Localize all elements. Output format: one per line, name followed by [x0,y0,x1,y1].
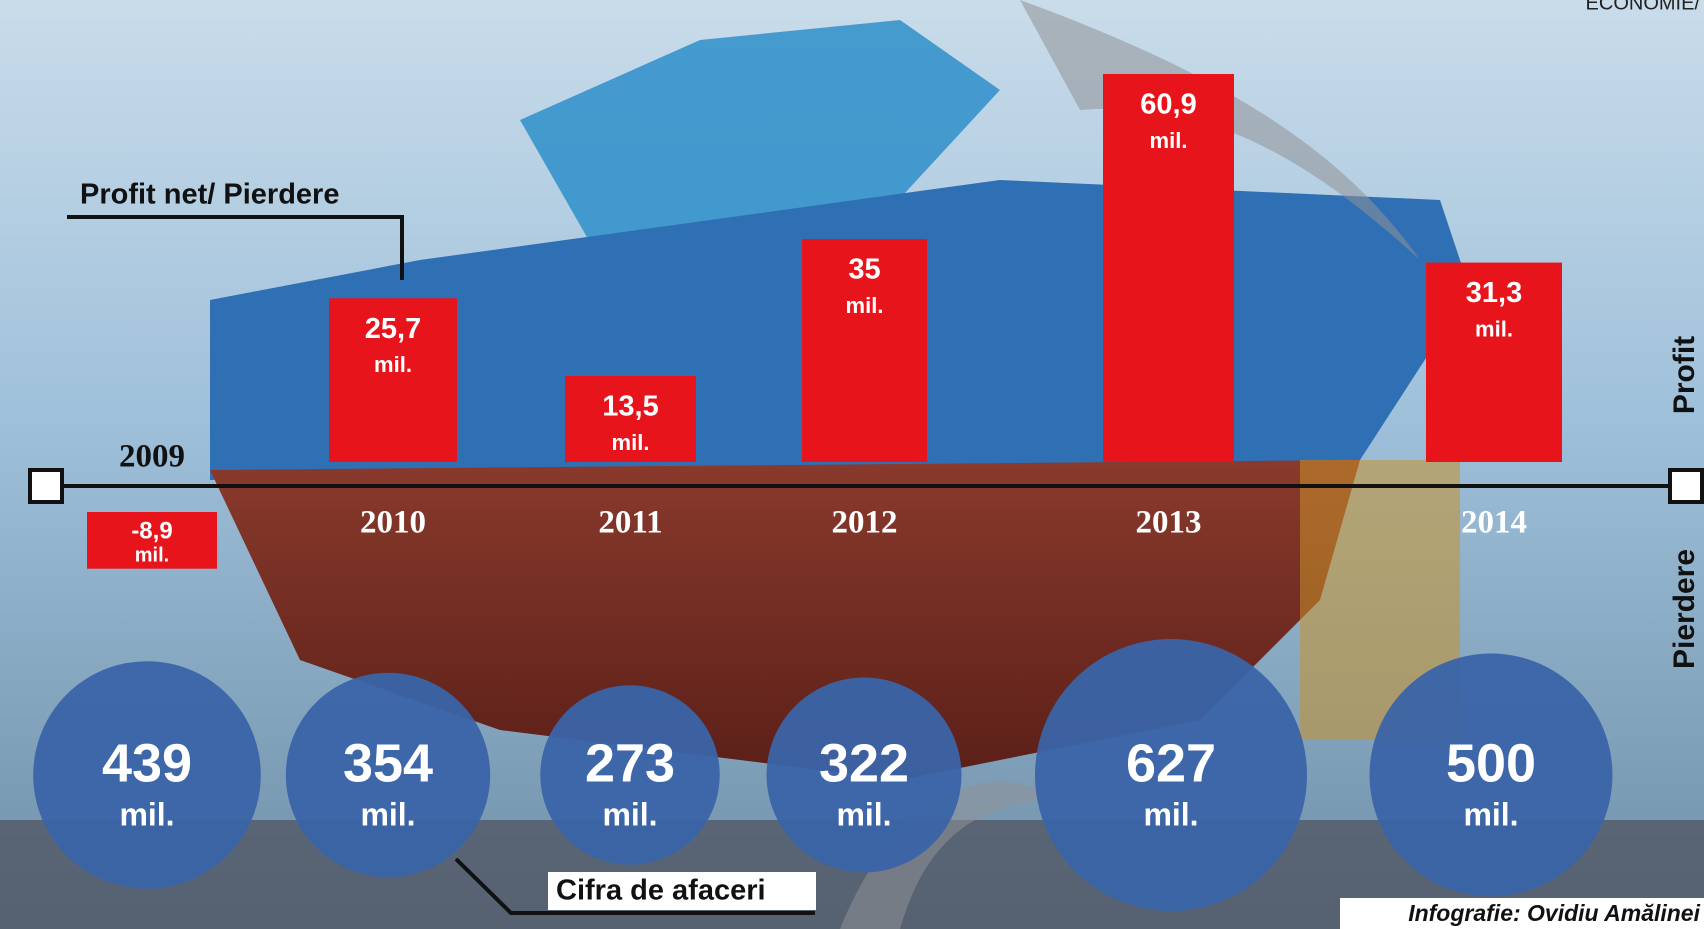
x-tick-label: 2012 [832,505,898,541]
unit-label: mil. [1143,796,1198,832]
value-label: -8,9 [131,517,172,544]
value-label: 35 [848,254,880,286]
unit-label: mil. [1150,128,1188,153]
unit-label: mil. [1463,796,1518,832]
page: ECONOMIE/ Profit net/ Pierdere Cifra de … [0,0,1704,929]
unit-label: mil. [119,796,174,832]
axis-end [30,470,62,502]
x-tick-label: 2009 [119,439,185,475]
axis-end [1670,470,1702,502]
unit-label: mil. [1475,316,1513,341]
series-label: Cifra de afaceri [556,875,766,907]
bubble-label: 500 [1446,733,1536,793]
value-label: 25,7 [365,313,421,345]
unit-label: mil. [360,796,415,832]
unit-label: mil. [602,796,657,832]
bubble-label: 354 [343,733,433,793]
bubble-label: 273 [585,733,675,793]
positive-axis-label: Profit [1668,336,1701,414]
credit: Infografie: Ovidiu Amălinei [1408,900,1700,926]
unit-label: mil. [374,352,412,377]
negative-axis-label: Pierdere [1668,549,1701,669]
bubble-label: 627 [1126,733,1216,793]
infographic: ECONOMIE/ Profit net/ Pierdere Cifra de … [0,0,1704,929]
unit-label: mil. [135,544,169,566]
header: ECONOMIE/ [1586,0,1701,14]
value-label: 13,5 [602,391,658,423]
bubble-label: 439 [102,733,192,793]
unit-label: mil. [846,293,884,318]
x-tick-label: 2014 [1461,505,1527,541]
x-tick-label: 2011 [598,505,662,541]
value-label: 60,9 [1140,89,1196,121]
bubble-label: 322 [819,733,909,793]
x-tick-label: 2010 [360,505,426,541]
series-label: Profit net/ Pierdere [80,179,339,211]
x-tick-label: 2013 [1136,505,1202,541]
unit-label: mil. [612,430,650,455]
unit-label: mil. [836,796,891,832]
value-label: 31,3 [1466,277,1522,309]
